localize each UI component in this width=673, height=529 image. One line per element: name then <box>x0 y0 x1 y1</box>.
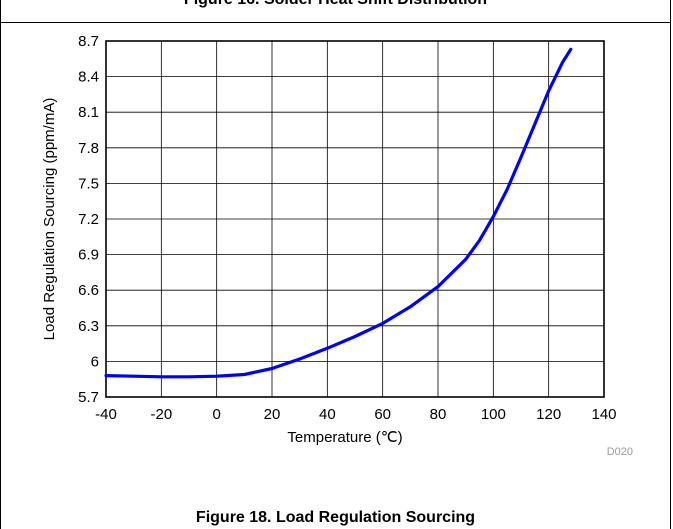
figure-caption: Figure 18. Load Regulation Sourcing <box>195 509 476 526</box>
x-tick-label: -20 <box>150 406 172 423</box>
y-tick-label: 7.8 <box>78 140 99 157</box>
x-axis-ticks: -40 -20 0 20 40 60 80 100 120 140 <box>95 406 616 423</box>
x-tick-label: 60 <box>374 406 391 423</box>
y-axis-ticks: 5.7 6 6.3 6.6 6.9 7.2 7.5 7.8 8.1 8.4 8.7 <box>78 33 99 406</box>
y-tick-label: 7.2 <box>78 211 99 228</box>
plot-frame <box>105 40 605 398</box>
y-tick-label: 6.6 <box>78 282 99 299</box>
chart-grid <box>106 41 604 397</box>
x-tick-label: 0 <box>212 406 220 423</box>
y-tick-label: 8.4 <box>78 69 99 86</box>
y-tick-label: 6.9 <box>78 247 99 264</box>
figure-code: D020 <box>607 446 633 458</box>
x-tick-label: 80 <box>430 406 447 423</box>
previous-figure-caption: Figure 16. Solder Heat Shift Distributio… <box>0 0 671 10</box>
y-tick-label: 6 <box>91 353 99 370</box>
top-rule <box>0 22 671 23</box>
x-tick-label: 100 <box>481 406 506 423</box>
x-tick-label: 20 <box>264 406 281 423</box>
y-tick-label: 6.3 <box>78 318 99 335</box>
y-tick-label: 8.7 <box>78 33 99 50</box>
x-tick-label: 40 <box>319 406 336 423</box>
x-tick-label: 140 <box>591 406 616 423</box>
x-tick-label: -40 <box>95 406 117 423</box>
x-tick-label: 120 <box>536 406 561 423</box>
y-tick-label: 7.5 <box>78 175 99 192</box>
y-tick-label: 5.7 <box>78 389 99 406</box>
y-axis-label: Load Regulation Sourcing (ppm/mA) <box>41 98 58 341</box>
series-line <box>104 47 573 379</box>
y-tick-label: 8.1 <box>78 104 99 121</box>
x-axis-label: Temperature (℃) <box>287 429 402 446</box>
chart: -40 -20 0 20 40 60 80 100 120 140 5.7 6 6.3 6.6 6.9 7.… <box>41 33 633 458</box>
